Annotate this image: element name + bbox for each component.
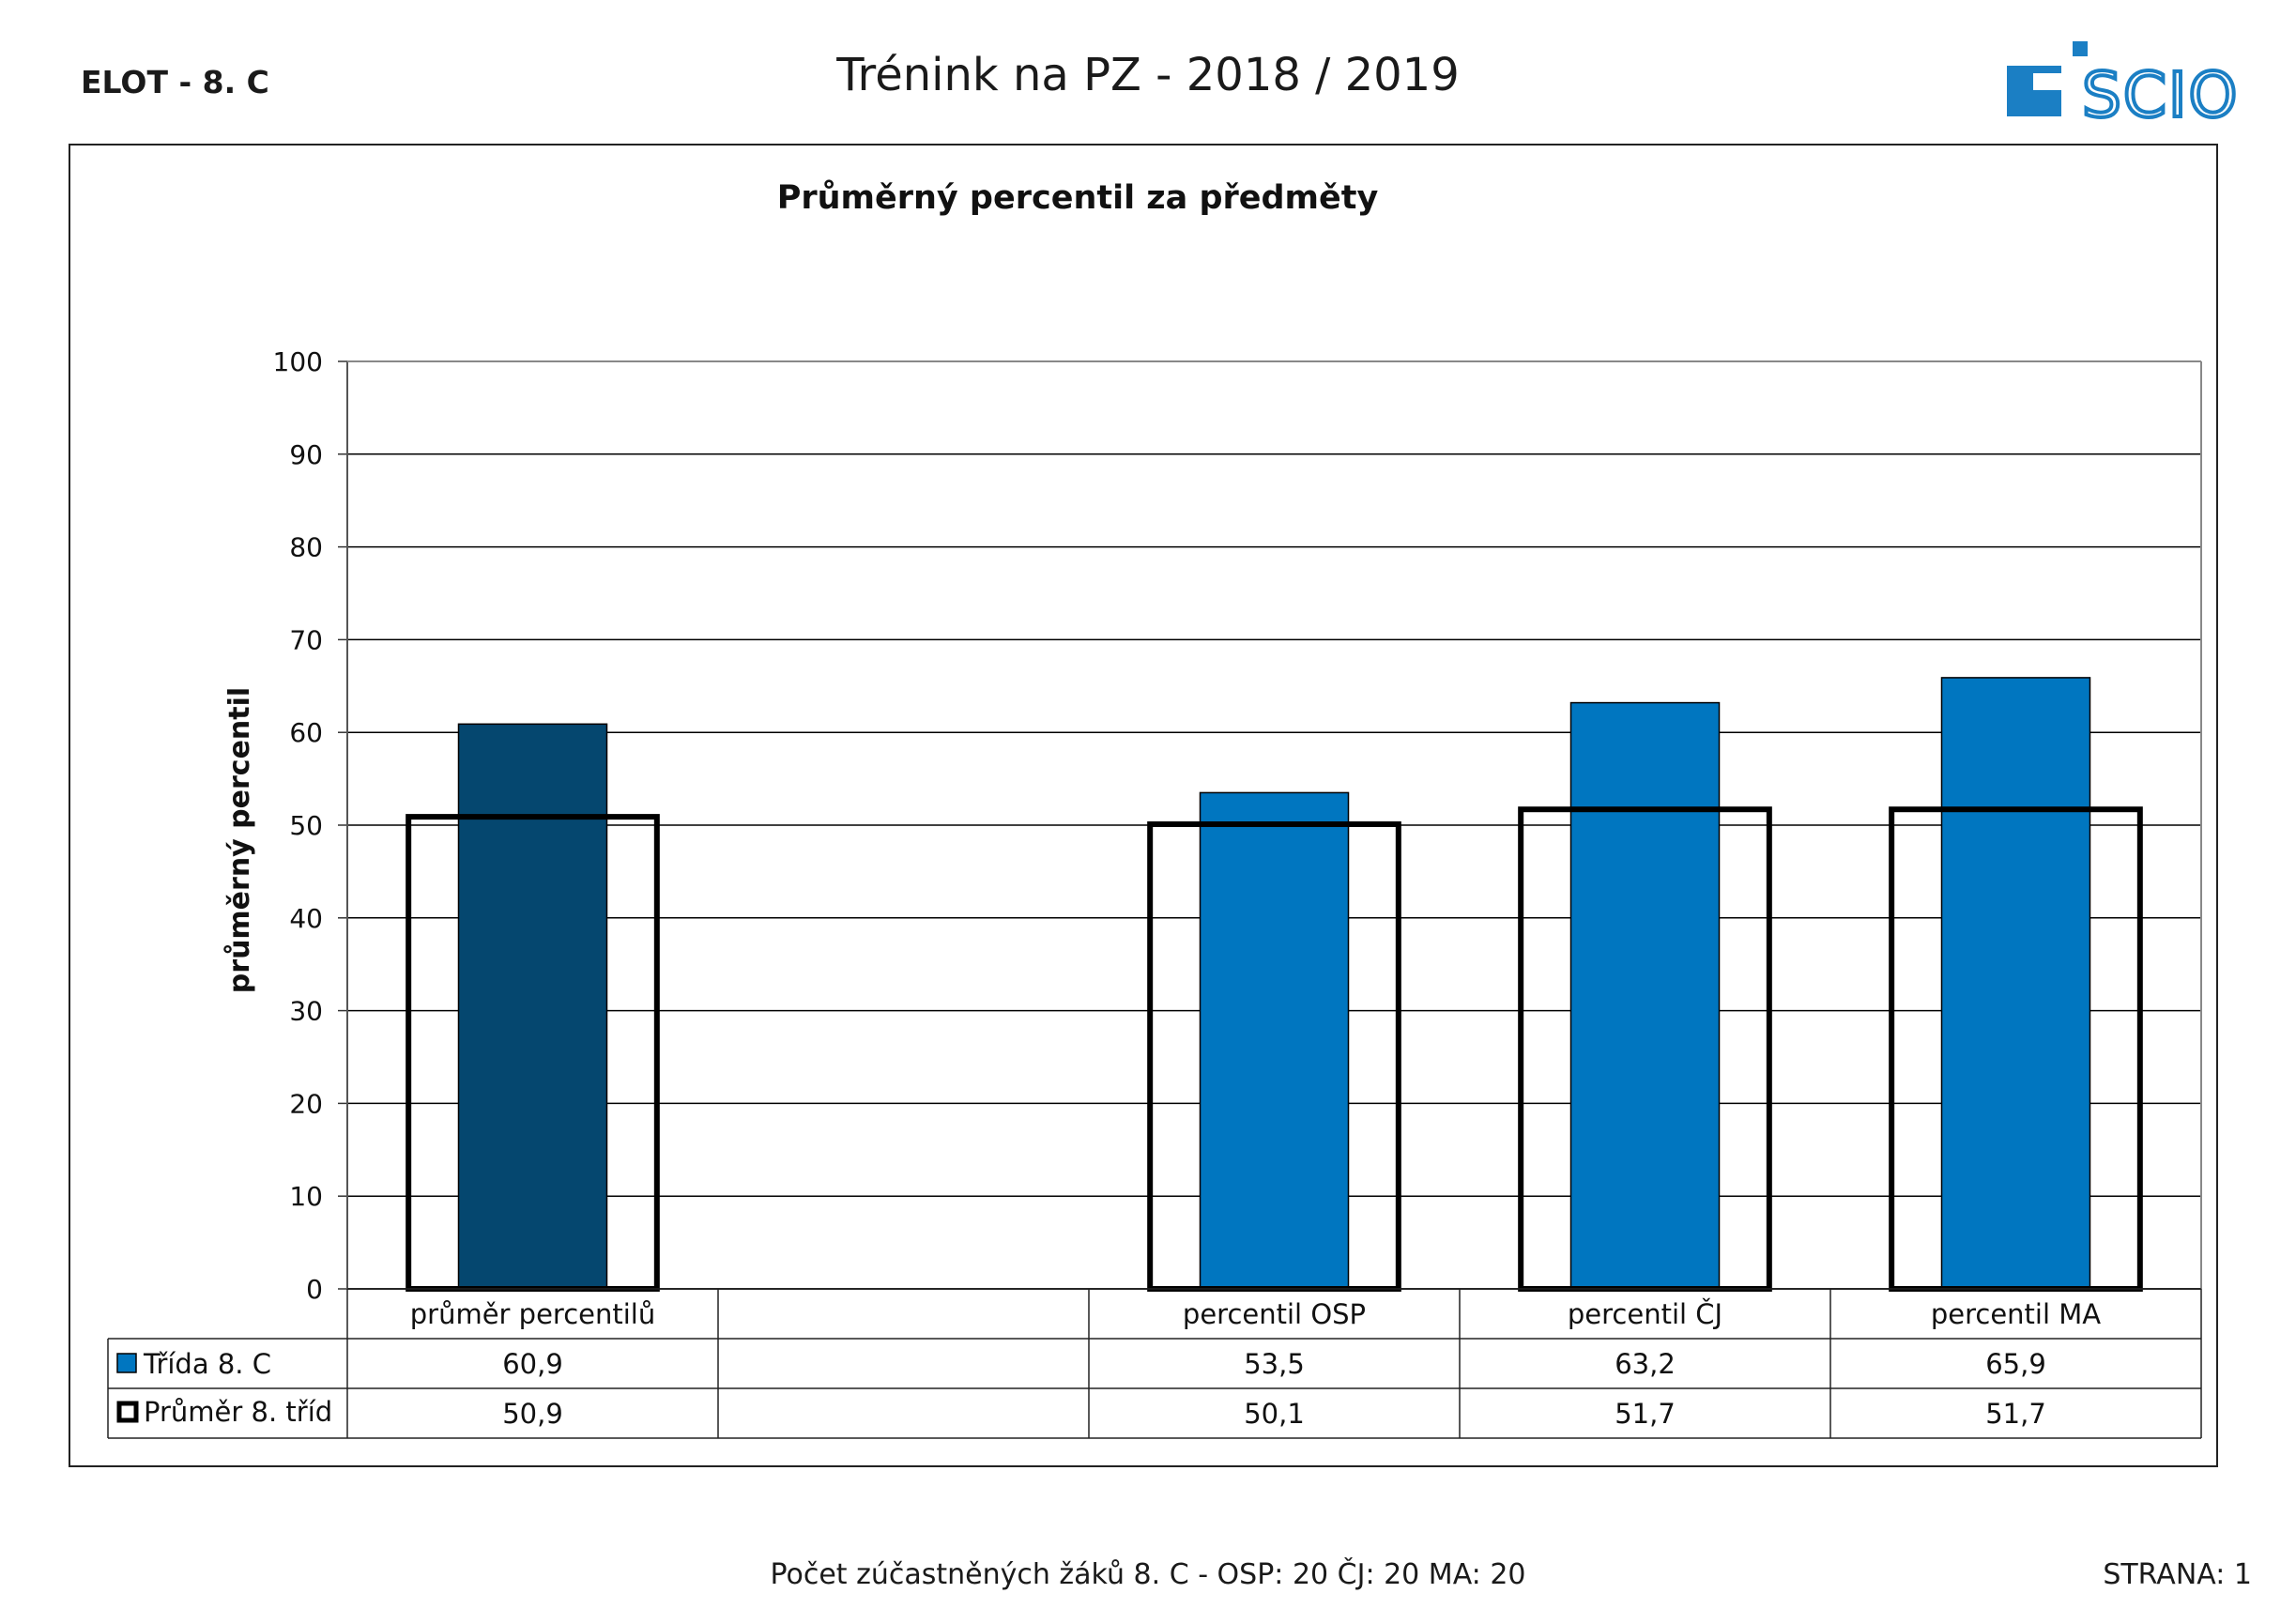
data-label-average: 50,9 xyxy=(502,1398,563,1430)
participants-count: Počet zúčastněných žáků 8. C - OSP: 20 Č… xyxy=(770,1558,1526,1591)
legend-swatch-average xyxy=(116,1401,139,1423)
bar-chart: Průměrný percentil za předměty průměrný … xyxy=(107,178,2202,1439)
x-category-label: percentil MA xyxy=(1931,1298,2101,1330)
y-tick-label: 100 xyxy=(273,346,323,377)
y-tick-label: 20 xyxy=(289,1088,323,1119)
y-tick-label: 40 xyxy=(289,903,323,934)
x-category-label: percentil OSP xyxy=(1183,1298,1366,1330)
class-label: ELOT - 8. C xyxy=(81,64,269,100)
y-tick-label: 70 xyxy=(289,624,323,655)
bar-class-4 xyxy=(1569,701,1721,1290)
x-category-label: průměr percentilů xyxy=(410,1298,656,1330)
y-tick-label: 60 xyxy=(289,717,323,748)
data-label-average: 51,7 xyxy=(1985,1398,2046,1430)
logo-text: SCIO xyxy=(2082,59,2239,122)
x-category-label: percentil ČJ xyxy=(1568,1298,1722,1330)
y-tick-label: 0 xyxy=(306,1274,323,1305)
y-axis-label: průměrný percentil xyxy=(222,687,256,993)
legend-swatch-class xyxy=(116,1353,137,1373)
y-tick-label: 90 xyxy=(289,439,323,470)
legend-label-average: Průměr 8. tříd xyxy=(144,1396,332,1428)
logo-notch xyxy=(2033,73,2061,90)
bar-class-3 xyxy=(1199,791,1350,1290)
y-tick-label: 30 xyxy=(289,996,323,1027)
data-label-average: 50,1 xyxy=(1244,1398,1305,1430)
legend-label-class: Třída 8. C xyxy=(143,1348,271,1380)
y-tick-label: 50 xyxy=(289,810,323,841)
bar-class-5 xyxy=(1940,677,2091,1290)
chart-title: Průměrný percentil za předměty xyxy=(777,178,1379,217)
data-label-class: 65,9 xyxy=(1985,1348,2046,1380)
report-title: Trénink na PZ - 2018 / 2019 xyxy=(836,49,1460,101)
y-tick-label: 10 xyxy=(289,1181,323,1212)
data-label-class: 53,5 xyxy=(1244,1348,1305,1380)
chart-frame: Průměrný percentil za předměty průměrný … xyxy=(69,144,2218,1467)
data-label-class: 63,2 xyxy=(1615,1348,1676,1380)
bar-class-1 xyxy=(457,723,608,1290)
logo-dot xyxy=(2073,41,2088,56)
data-label-average: 51,7 xyxy=(1615,1398,1676,1430)
y-tick-label: 80 xyxy=(289,532,323,563)
scio-logo: SCIO xyxy=(2007,41,2239,122)
data-label-class: 60,9 xyxy=(502,1348,563,1380)
page-number: STRANA: 1 xyxy=(2103,1558,2252,1591)
